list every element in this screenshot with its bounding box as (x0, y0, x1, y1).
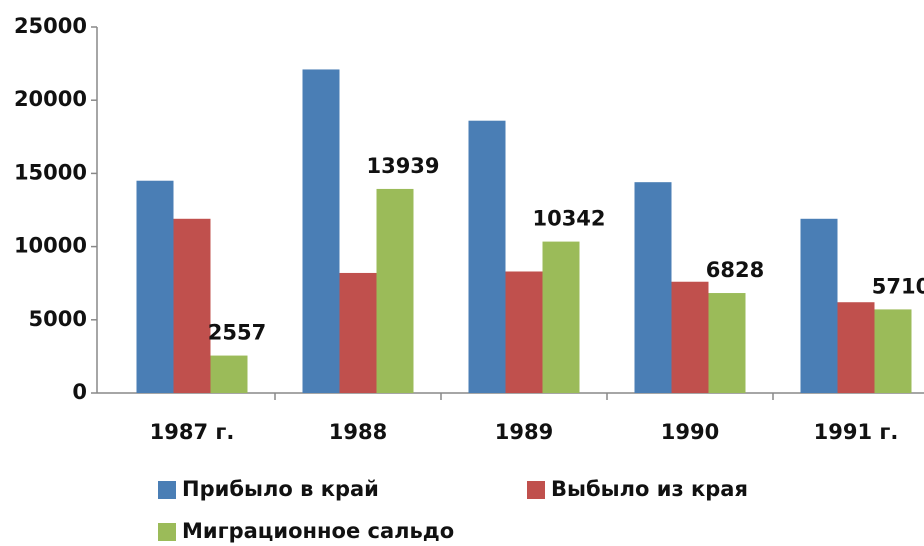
legend-label: Миграционное сальдо (182, 519, 454, 543)
bar (376, 188, 414, 393)
data-label: 2557 (208, 321, 266, 345)
bar (505, 271, 543, 393)
data-label: 6828 (706, 258, 764, 282)
x-tick-label: 1990 (661, 420, 719, 444)
data-label: 10342 (532, 207, 605, 231)
legend-label: Выбыло из края (551, 477, 748, 501)
bar (173, 218, 211, 393)
x-tick-label: 1991 г. (814, 420, 899, 444)
bar (468, 120, 506, 394)
legend-swatch (158, 523, 176, 541)
legend-swatch (158, 481, 176, 499)
bar (542, 241, 580, 393)
x-tick-label: 1987 г. (150, 420, 235, 444)
y-tick-label: 10000 (14, 234, 87, 258)
y-tick-label: 20000 (14, 87, 87, 111)
bar (837, 302, 875, 393)
y-tick-label: 5000 (29, 307, 87, 331)
y-tick-label: 0 (72, 380, 87, 404)
bar (708, 293, 746, 393)
bar (671, 281, 709, 393)
x-tick-label: 1988 (329, 420, 387, 444)
legend-swatch (527, 481, 545, 499)
bar (800, 218, 838, 393)
x-tick-label: 1989 (495, 420, 553, 444)
bar (136, 180, 174, 393)
bar (339, 272, 377, 393)
data-label: 13939 (366, 154, 439, 178)
bar (634, 182, 672, 393)
bar (210, 355, 248, 393)
bar (874, 309, 912, 393)
data-label: 5710 (872, 274, 924, 298)
bar (302, 69, 340, 394)
y-tick-label: 15000 (14, 160, 87, 184)
legend-label: Прибыло в край (182, 477, 379, 501)
y-tick-label: 25000 (14, 14, 87, 38)
